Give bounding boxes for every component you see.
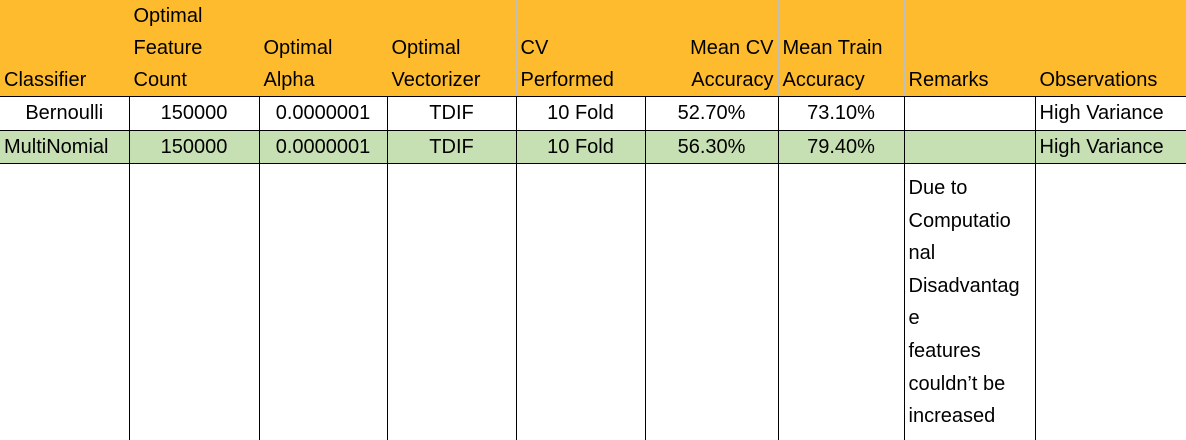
cell-feature-count[interactable]: 10000	[128, 163, 260, 440]
cell-mean-train-accuracy[interactable]: 79.40%	[777, 130, 905, 164]
cell-remarks[interactable]	[903, 130, 1036, 164]
cell-vectorizer[interactable]: TDIF	[386, 96, 517, 131]
cell-text: 51.66%	[678, 438, 746, 440]
cell-mean-train-accuracy[interactable]: 89.40%	[777, 163, 905, 440]
header-label: Optimal Vectorizer	[391, 37, 481, 91]
cell-mean-cv-accuracy[interactable]: 56.30%	[644, 130, 779, 164]
header-label: Mean CV Accuracy	[690, 37, 774, 91]
cell-text: Gaussian	[22, 438, 107, 440]
cell-alpha[interactable]: 0.0000001	[258, 130, 388, 164]
cell-alpha[interactable]: NA	[258, 163, 388, 440]
cell-text: 10000	[166, 438, 222, 440]
cell-text: 89.40%	[807, 438, 875, 440]
table-row: Gaussian 10000 NA TDIF 10 Fold 51.66% 89…	[0, 163, 1186, 440]
cell-text: Due to Computatio nal Disadvantag e feat…	[908, 177, 1020, 440]
cell-observations[interactable]: High Variance	[1034, 163, 1186, 440]
cell-alpha[interactable]: 0.0000001	[258, 96, 388, 131]
cell-cv[interactable]: 10 Fold	[515, 96, 646, 131]
cell-mean-cv-accuracy[interactable]: 51.66%	[644, 163, 779, 440]
cell-feature-count[interactable]: 150000	[128, 130, 260, 164]
cell-text: TDIF	[429, 438, 473, 440]
cell-cv[interactable]: 10 Fold	[515, 163, 646, 440]
header-cell-classifier[interactable]: Classifier	[0, 0, 130, 97]
header-cell-mean-train-accuracy[interactable]: Mean Train Accuracy	[777, 0, 905, 97]
table-row: MultiNomial 150000 0.0000001 TDIF 10 Fol…	[0, 130, 1186, 164]
header-cell-observations[interactable]: Observations	[1034, 0, 1186, 97]
table-row: Bernoulli 150000 0.0000001 TDIF 10 Fold …	[0, 96, 1186, 131]
cell-text: High Variance	[1040, 438, 1164, 440]
cell-classifier[interactable]: Bernoulli	[0, 96, 130, 131]
header-cell-mean-cv-accuracy[interactable]: Mean CV Accuracy	[644, 0, 779, 97]
cell-mean-cv-accuracy[interactable]: 52.70%	[644, 96, 779, 131]
header-label: Remarks	[908, 69, 989, 91]
header-cell-alpha[interactable]: Optimal Alpha	[258, 0, 388, 97]
cell-vectorizer[interactable]: TDIF	[386, 130, 517, 164]
cell-observations[interactable]: High Variance	[1034, 130, 1186, 164]
header-label: Classifier	[4, 69, 87, 91]
cell-mean-train-accuracy[interactable]: 73.10%	[777, 96, 905, 131]
cell-text: NA	[309, 438, 337, 440]
header-label: Observations	[1039, 69, 1158, 91]
cell-text: 10 Fold	[547, 438, 614, 440]
header-label: Optimal Alpha	[263, 37, 333, 91]
cell-cv[interactable]: 10 Fold	[515, 130, 646, 164]
header-label: CV Performed	[520, 37, 614, 91]
header-cell-cv[interactable]: CV Performed	[515, 0, 646, 97]
header-label: Optimal Feature Count	[133, 5, 203, 91]
cell-classifier[interactable]: Gaussian	[0, 163, 130, 440]
cell-remarks[interactable]	[903, 96, 1036, 131]
header-cell-feature-count[interactable]: Optimal Feature Count	[128, 0, 260, 97]
cell-remarks[interactable]: Due to Computatio nal Disadvantag e feat…	[903, 163, 1036, 440]
cell-feature-count[interactable]: 150000	[128, 96, 260, 131]
header-row: Classifier Optimal Feature Count Optimal…	[0, 0, 1186, 97]
header-cell-remarks[interactable]: Remarks	[903, 0, 1036, 97]
header-cell-vectorizer[interactable]: Optimal Vectorizer	[386, 0, 517, 97]
cell-observations[interactable]: High Variance	[1034, 96, 1186, 131]
header-label: Mean Train Accuracy	[782, 37, 883, 91]
cell-vectorizer[interactable]: TDIF	[386, 163, 517, 440]
cell-classifier[interactable]: MultiNomial	[0, 130, 130, 164]
